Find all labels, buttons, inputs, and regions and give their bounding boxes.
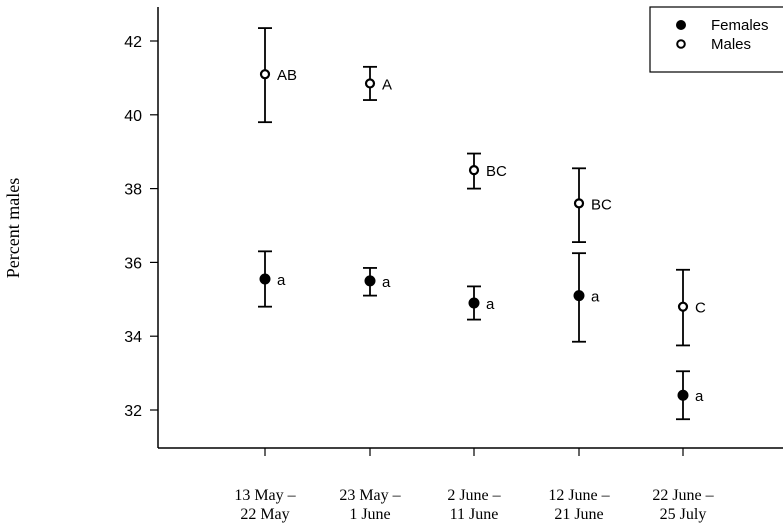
significance-letter: a [382, 274, 391, 291]
y-tick-label: 40 [124, 108, 142, 125]
significance-letter: C [695, 300, 706, 317]
legend-label-females: Females [711, 17, 769, 34]
significance-letter: BC [486, 163, 507, 180]
x-tick-label-line: 1 June [349, 506, 390, 523]
x-tick-label-line: 22 June – [652, 487, 714, 504]
male-point [677, 301, 689, 312]
x-tick-label: 23 May – 1 June [339, 487, 401, 523]
significance-letter: a [486, 296, 495, 313]
y-ticks: 32 34 36 38 40 42 [124, 34, 158, 420]
x-tick-label: 12 June – 21 June [548, 487, 610, 523]
data-marks: a a a a a AB A BC BC C [258, 27, 706, 421]
significance-letter: a [277, 272, 286, 289]
significance-letter: a [591, 289, 600, 306]
female-point [677, 389, 689, 401]
x-tick-label: 22 June – 25 July [652, 487, 714, 523]
legend-marker-males [676, 39, 686, 49]
legend-marker-females [676, 20, 686, 30]
axes [157, 7, 783, 449]
legend-box [649, 6, 783, 73]
x-tick-label-line: 11 June [450, 506, 499, 523]
x-tick-label-line: 13 May – [234, 487, 296, 504]
male-point [364, 78, 376, 89]
series-females: a a a a a [258, 250, 704, 421]
x-tick-label-line: 21 June [554, 506, 603, 523]
male-point [468, 165, 480, 176]
y-tick-label: 36 [124, 255, 142, 272]
y-tick-label: 38 [124, 182, 142, 199]
female-point [468, 297, 480, 309]
x-tick-label: 13 May – 22 May [234, 487, 296, 523]
series-males: AB A BC BC C [258, 27, 706, 347]
significance-letter: A [382, 76, 392, 93]
female-point [364, 275, 376, 287]
y-tick-label: 42 [124, 34, 142, 51]
significance-letter: a [695, 388, 704, 405]
male-point [259, 69, 271, 80]
female-point [573, 290, 585, 302]
significance-letter: AB [277, 67, 297, 84]
y-tick-label: 32 [124, 403, 142, 420]
x-tick-label-line: 25 July [660, 506, 707, 523]
x-tick-label-line: 22 May [240, 506, 289, 523]
female-point [259, 273, 271, 285]
y-axis-label: Percent males [3, 178, 23, 278]
legend: Females Males [649, 6, 783, 73]
x-ticks: 13 May – 22 May 23 May – 1 June 2 June – 11 J… [234, 448, 715, 523]
male-point [573, 198, 585, 209]
x-tick-label-line: 12 June – [548, 487, 610, 504]
x-tick-label-line: 23 May – [339, 487, 401, 504]
x-tick-label-line: 2 June – [447, 487, 501, 504]
significance-letter: BC [591, 196, 612, 213]
x-tick-label: 2 June – 11 June [447, 487, 501, 523]
y-tick-label: 34 [124, 329, 142, 346]
legend-label-males: Males [711, 36, 751, 53]
